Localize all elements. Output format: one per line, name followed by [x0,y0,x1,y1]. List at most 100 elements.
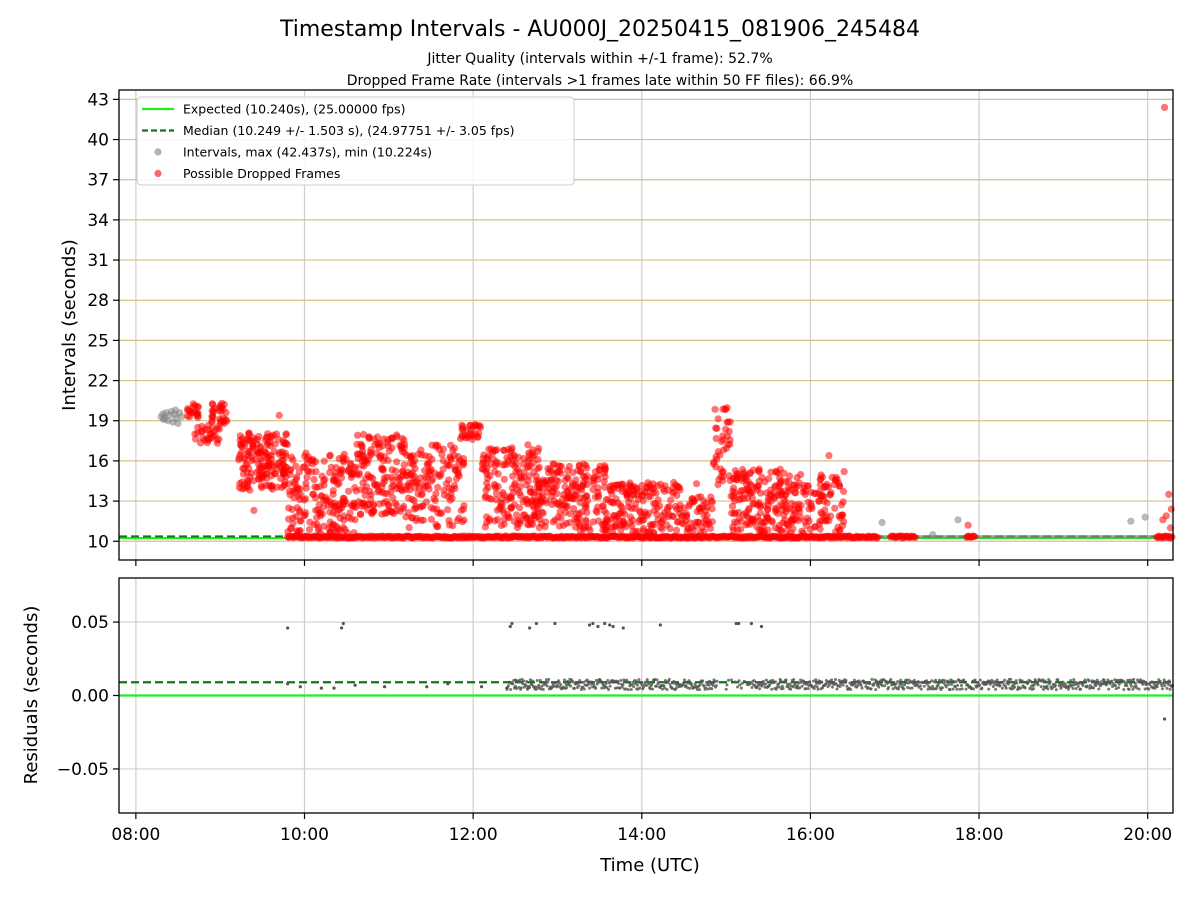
dropped-frame-point [268,467,276,475]
residual-point [521,682,525,686]
legend-expected-label: Expected (10.240s), (25.00000 fps) [183,102,405,117]
residual-point [769,681,773,685]
intervals-panel: 10 13 16 19 22 25 28 31 34 37 40 43 Intervals (seco… [59,89,1176,566]
residual-point [865,681,869,685]
residual-point [479,685,484,689]
residual-point [1071,686,1075,690]
residual-point [813,684,817,688]
residual-point [1056,678,1060,682]
interval-point [160,415,168,424]
residual-point [627,681,631,685]
dropped-frame-point [353,431,362,439]
residual-point [1028,687,1032,691]
residual-point [882,678,886,682]
dropped-frame-point [622,489,630,497]
residual-point [993,680,997,684]
dropped-frame-point [310,475,318,484]
interval-point [878,518,886,527]
residual-point [930,679,934,683]
dropped-frame-point [639,497,647,505]
residual-point [1032,687,1036,691]
residual-point [1020,679,1024,683]
dropped-frame-point [971,532,979,541]
dropped-frame-point [306,518,314,526]
dropped-frame-point [331,472,339,480]
dropped-frame-point [326,498,334,506]
dropped-frame-point [911,534,919,542]
dropped-frame-point [511,479,519,487]
residual-point [663,679,667,683]
dropped-frame-point [629,482,637,490]
dropped-frame-point [541,523,549,531]
dropped-frame-point [719,432,727,440]
residual-point [995,678,999,682]
dropped-frame-point [192,410,201,418]
dropped-frame-point [499,488,507,497]
residual-point [899,678,903,682]
dropped-frame-point [367,495,375,504]
residual-point [774,680,778,684]
dropped-frame-point [246,486,254,494]
dropped-frame-point [840,468,848,476]
dropped-frame-point [525,455,533,463]
residual-point [952,680,956,684]
residual-point [621,626,625,630]
dropped-frame-point [572,491,580,499]
residual-point [779,679,783,683]
residual-point [852,678,856,682]
residual-point [1072,678,1076,682]
residual-point [853,682,857,686]
dropped-frame-point [650,529,658,537]
y-tick-label: 16 [87,452,109,472]
dropped-frame-point [527,519,535,527]
intervals-points [157,103,1176,542]
dropped-frame-point [839,487,848,496]
residual-point [647,682,651,686]
dropped-frame-point [253,435,262,444]
dropped-frame-point [1168,533,1176,541]
residual-point [1125,684,1129,688]
residual-point [1028,679,1032,683]
dropped-frame-point [315,509,324,517]
residual-point [651,687,655,691]
dropped-frame-point [636,508,644,517]
residual-point [616,681,620,685]
residual-point [578,680,582,684]
residual-point [600,686,604,690]
dropped-frame-point [657,519,665,527]
dropped-frame-point [590,474,598,482]
dropped-frame-point [591,493,600,501]
dropped-frame-point [611,522,620,531]
residual-point [915,683,919,687]
y-tick-label: 31 [87,251,109,271]
dropped-frame-point [742,472,750,480]
dropped-frame-point [575,510,583,518]
dropped-frame-point [771,524,780,532]
dropped-frame-point [742,521,750,529]
dropped-frame-point [387,473,396,481]
residual-point [815,685,819,689]
dropped-frame-point [825,451,833,460]
residual-point [591,621,595,626]
dropped-frame-point [702,499,710,507]
dropped-frame-point [279,439,287,447]
dropped-frame-point [432,443,440,451]
dropped-frame-point [504,445,513,453]
residual-point [685,686,689,690]
residual-point [1090,679,1094,683]
dropped-frame-point [289,514,297,522]
residual-point [767,683,771,687]
y-tick-label: 25 [87,331,109,351]
residual-point [781,686,785,690]
residual-point [557,681,561,685]
dropped-frame-point [543,481,551,489]
residual-point [802,679,806,683]
dropped-frame-point [355,498,363,506]
residual-point [777,685,781,689]
residual-point [869,687,873,691]
residual-point [545,684,549,688]
dropped-frame-point [644,492,653,501]
dropped-frame-point [599,526,607,534]
dropped-frame-point [815,497,823,505]
dropped-frame-point [583,472,591,480]
